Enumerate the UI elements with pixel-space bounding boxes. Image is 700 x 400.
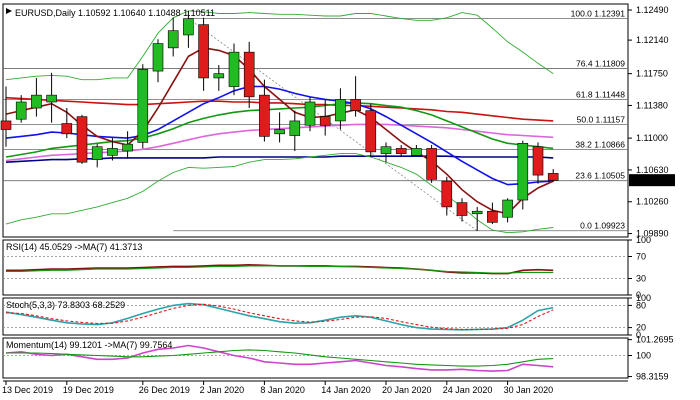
series-line (6, 265, 554, 274)
series-line (6, 349, 554, 367)
candle-body (411, 148, 422, 156)
candle-body (471, 210, 483, 215)
x-tick-label: 24 Jan 2020 (443, 385, 493, 395)
candle-body (61, 123, 73, 135)
candle-body (426, 148, 437, 180)
y-tick-label: 1.11000 (636, 133, 668, 143)
candle-body (46, 94, 57, 103)
indicator-header: Momentum(14) 99.1201 ->MA(7) 99.7564 (6, 340, 172, 350)
x-tick-label: 26 Dec 2019 (139, 385, 190, 395)
y-tick-label: 20 (636, 323, 646, 333)
series-line (5, 344, 554, 372)
fib-label: 61.8 1.11448 (576, 90, 625, 100)
candle-body (137, 69, 149, 143)
y-tick-label: 0 (636, 290, 641, 300)
last-price-tag (629, 174, 675, 187)
candle-body (15, 101, 27, 120)
fib-label: 0.0 1.09923 (580, 221, 625, 231)
y-tick-label: 1.12490 (636, 5, 669, 15)
y-tick-label: 100 (636, 351, 651, 361)
x-tick-label: 20 Jan 2020 (382, 385, 432, 395)
x-tick-label: 30 Jan 2020 (504, 385, 554, 395)
fib-label: 50.0 1.11157 (577, 115, 626, 125)
y-tick-label: 1.09890 (636, 229, 669, 239)
x-tick-label: 8 Jan 2020 (260, 385, 305, 395)
fib-label: 100.0 1.12391 (571, 9, 626, 19)
y-tick-label: 1.10630 (636, 165, 669, 175)
chart-header: EURUSD,Daily 1.10592 1.10640 1.10488 1.1… (15, 8, 215, 18)
candle-body (517, 142, 529, 201)
labels: 100.0 1.12391 76.4 1.11809 61.8 1.11448 50.… (2, 5, 675, 395)
x-tick-label: 19 Dec 2019 (63, 385, 114, 395)
y-tick-label: 1.11750 (636, 69, 668, 79)
candle-body (395, 148, 407, 154)
candle-body (289, 120, 301, 136)
candle-body (91, 146, 103, 160)
candle-body (152, 43, 164, 72)
candle-body (259, 94, 270, 137)
y-tick-label: 70 (636, 252, 646, 262)
candle-body (365, 110, 377, 153)
candle-body (350, 99, 361, 111)
y-tick-label: 30 (636, 274, 646, 284)
candle-body (107, 148, 118, 156)
candle-body (76, 116, 88, 163)
candle-body (274, 129, 285, 135)
candle-body (380, 146, 392, 154)
panel-frame-2 (2, 297, 629, 336)
y-tick-label: 80 (636, 300, 646, 310)
last-price-label: 1.10511 (634, 176, 666, 186)
x-tick-label: 13 Dec 2019 (2, 385, 53, 395)
candle-body (456, 202, 468, 216)
candle-body (441, 180, 453, 208)
candle-body (228, 51, 240, 87)
candles (0, 10, 559, 231)
indicator-header: RSI(14) 45.0529 ->MA(7) 41.3713 (6, 242, 142, 252)
ma-line (5, 10, 554, 81)
y-tick-label: 100 (636, 293, 651, 303)
candle-body (335, 99, 346, 122)
candle-body (547, 173, 559, 181)
indicator-header: Stoch(5,3,3) 73.8303 68.2529 (6, 300, 125, 310)
candle-body (31, 94, 42, 109)
candle-body (532, 146, 544, 176)
candle-body (0, 120, 12, 130)
header-triangle-icon (6, 8, 12, 14)
ma-line (5, 96, 554, 122)
ma-line (5, 102, 554, 158)
candle-body (213, 73, 225, 79)
y-tick-label: 98.3159 (636, 372, 669, 382)
candle-body (502, 199, 513, 218)
y-tick-label: 101.2695 (636, 335, 674, 345)
candle-body (198, 24, 209, 79)
candle-body (487, 210, 498, 223)
candle-body (122, 143, 133, 152)
panel-frame-3 (2, 337, 629, 379)
y-tick-label: 1.11380 (636, 100, 668, 110)
candle-body (183, 18, 194, 36)
ma-line (5, 46, 554, 215)
panel-frames (2, 3, 629, 382)
y-tick-label: 0 (636, 330, 641, 340)
candle-body (243, 51, 255, 98)
fib-label: 76.4 1.11809 (576, 59, 625, 69)
candle-body (319, 116, 331, 126)
candle-body (304, 101, 316, 126)
fib-label: 23.6 1.10505 (575, 171, 625, 181)
x-tick-label: 14 Jan 2020 (321, 385, 371, 395)
y-tick-label: 1.10260 (636, 197, 669, 207)
x-tick-label: 2 Jan 2020 (200, 385, 245, 395)
y-tick-label: 100 (636, 235, 651, 245)
y-tick-label: 1.12140 (636, 35, 669, 45)
candle-body (167, 30, 179, 49)
series-line (5, 303, 554, 330)
fib-label: 38.2 1.10866 (575, 140, 625, 150)
